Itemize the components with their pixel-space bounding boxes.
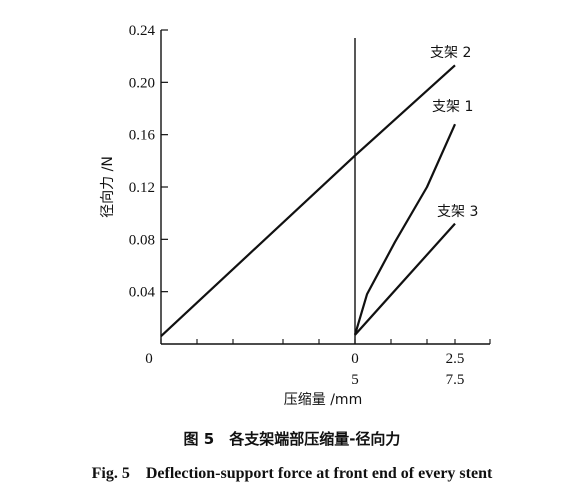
series-label: 支架 3 [437,204,478,220]
y-tick-label: 0.16 [129,128,156,144]
x-axis-title: 压缩量 /mm [284,392,362,408]
y-tick-label: 0.20 [129,75,155,91]
y-tick-label: 0.12 [129,180,155,196]
x-tick-label-secondary: 5 [351,372,359,388]
series-line-1 [160,154,356,337]
figure-caption-english: Fig. 5 Deflection-support force at front… [91,465,493,482]
y-tick-label: 0.04 [129,285,156,301]
series-line-2 [354,64,456,157]
x-tick-label: 0 [351,351,359,367]
series-line-4 [354,222,456,336]
series-line-3 [353,123,457,336]
y-axis-title: 径向力 /N [100,156,116,218]
y-tick-label: 0.24 [129,23,156,39]
figure-caption-chinese: 图 5 各支架端部压缩量-径向力 [183,430,401,448]
x-tick-label-secondary: 7.5 [446,372,465,388]
series-label: 支架 1 [432,99,473,115]
chart: 0.04 0.08 0.12 0.16 0.20 0.24 0 0 2.5 5 7.5 压缩量 /mm… [100,23,491,408]
x-tick-label: 2.5 [446,351,465,367]
chart-axes [160,29,491,345]
chart-labels: 0.04 0.08 0.12 0.16 0.20 0.24 0 0 2.5 5 7.5 压缩量 /mm… [100,23,478,408]
x-tick-label: 0 [145,351,153,367]
chart-marks [160,64,457,337]
series-label: 支架 2 [430,45,471,61]
y-tick-label: 0.08 [129,232,155,248]
